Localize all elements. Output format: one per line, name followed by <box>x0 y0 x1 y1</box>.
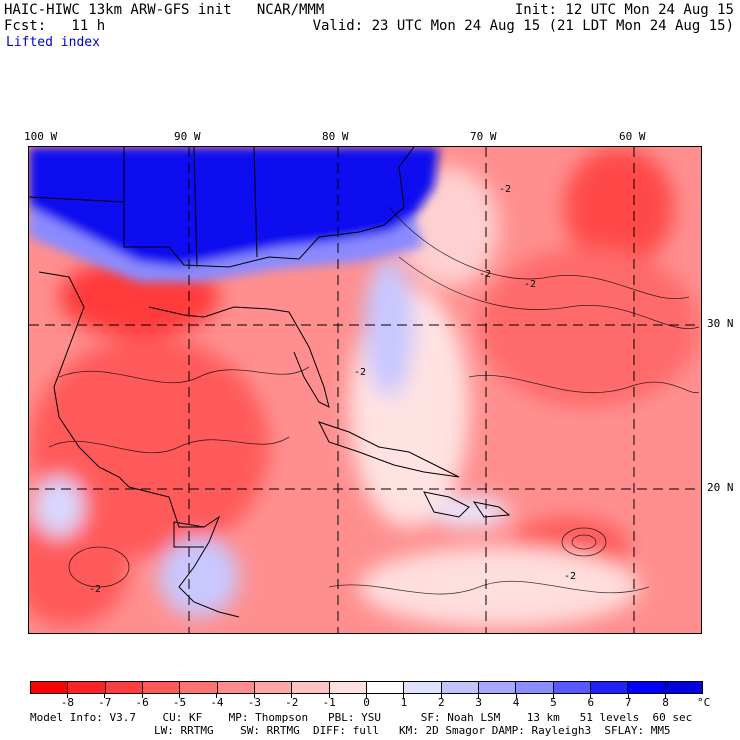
forecast-hour: Fcst: 11 h <box>4 18 106 34</box>
colorbar-tick <box>216 694 218 698</box>
colorbar-cell <box>478 682 517 693</box>
colorbar-tick <box>66 694 68 698</box>
colorbar-unit: °C <box>697 696 711 709</box>
lifted-index-map: -2 -2 -2 -2 -2 -2 <box>28 146 702 634</box>
contour-label: -2 <box>524 279 536 290</box>
colorbar-tick <box>104 694 106 698</box>
colorbar-level-label: 3 <box>475 696 482 709</box>
colorbar-level-label: -7 <box>98 696 112 709</box>
colorbar-tick <box>328 694 330 698</box>
colorbar-cell <box>329 682 367 693</box>
valid-time: Valid: 23 UTC Mon 24 Aug 15 (21 LDT Mon … <box>312 18 734 34</box>
colorbar-level-label: -4 <box>210 696 224 709</box>
contour-label: -2 <box>564 571 576 582</box>
colorbar-cell <box>590 682 629 693</box>
colorbar-cell <box>31 682 69 693</box>
lon-label-90w: 90 W <box>174 130 201 143</box>
colorbar-cell <box>516 682 554 693</box>
colorbar-cell <box>366 682 405 693</box>
contour-label: -2 <box>89 584 101 595</box>
contour-label: -2 <box>479 269 491 280</box>
colorbar-level-label: -3 <box>247 696 261 709</box>
lat-label-30n: 30 N <box>707 317 734 330</box>
colorbar-level-label: -6 <box>135 696 149 709</box>
contour-label: -2 <box>499 184 511 195</box>
colorbar-cell <box>142 682 181 693</box>
colorbar-level-label: 1 <box>400 696 408 709</box>
colorbar-tick <box>253 694 255 698</box>
colorbar-cell <box>404 682 442 693</box>
colorbar-level-label: 7 <box>624 696 632 709</box>
colorbar-level-label: 8 <box>662 696 669 709</box>
lat-lon-grid <box>29 147 701 633</box>
model-info-line: Model Info: V3.7 CU: KF MP: Thompson PBL… <box>30 711 693 724</box>
lon-label-100w: 100 W <box>24 130 58 143</box>
colorbar-tick <box>478 694 480 698</box>
coastlines <box>29 147 511 618</box>
lon-label-80w: 80 W <box>322 130 349 143</box>
colorbar-level-label: 0 <box>363 696 370 709</box>
colorbar-tick <box>665 694 667 698</box>
colorbar-cell <box>180 682 218 693</box>
lon-label-60w: 60 W <box>619 130 646 143</box>
colorbar <box>30 681 703 694</box>
colorbar-tick <box>440 694 442 698</box>
lon-label-70w: 70 W <box>470 130 497 143</box>
colorbar-level-label: 2 <box>437 696 445 709</box>
colorbar-tick <box>403 694 405 698</box>
contours <box>48 206 700 595</box>
colorbar-tick <box>291 694 293 698</box>
contour-label: -2 <box>354 367 366 378</box>
colorbar-cell <box>292 682 330 693</box>
colorbar-cell <box>553 682 591 693</box>
colorbar-level-label: 4 <box>512 696 520 709</box>
colorbar-cell <box>217 682 255 693</box>
colorbar-level-label: -1 <box>322 696 336 709</box>
title-line: HAIC-HIWC 13km ARW-GFS init NCAR/MMM <box>4 2 325 18</box>
colorbar-tick <box>552 694 554 698</box>
colorbar-cell <box>628 682 666 693</box>
colorbar-level-label: 6 <box>587 696 595 709</box>
colorbar-cell <box>254 682 293 693</box>
colorbar-tick <box>515 694 517 698</box>
colorbar-tick <box>179 694 181 698</box>
colorbar-cell <box>441 682 479 693</box>
init-time: Init: 12 UTC Mon 24 Aug 15 <box>514 2 734 18</box>
colorbar-cell <box>105 682 143 693</box>
colorbar-tick <box>590 694 592 698</box>
colorbar-level-label: -8 <box>60 696 74 709</box>
colorbar-tick <box>366 694 367 698</box>
colorbar-cell <box>68 682 106 693</box>
colorbar-tick <box>627 694 629 698</box>
colorbar-level-label: 5 <box>550 696 557 709</box>
colorbar-level-label: -2 <box>285 696 299 709</box>
colorbar-tick <box>141 694 143 698</box>
colorbar-cell <box>665 682 702 693</box>
physics-info-line: LW: RRTMG SW: RRTMG DIFF: full KM: 2D Sm… <box>154 724 671 737</box>
colorbar-level-label: -5 <box>172 696 187 709</box>
map-svg: -2 -2 -2 -2 -2 -2 <box>29 147 701 633</box>
lat-label-20n: 20 N <box>707 481 734 494</box>
field-name: Lifted index <box>6 35 100 50</box>
